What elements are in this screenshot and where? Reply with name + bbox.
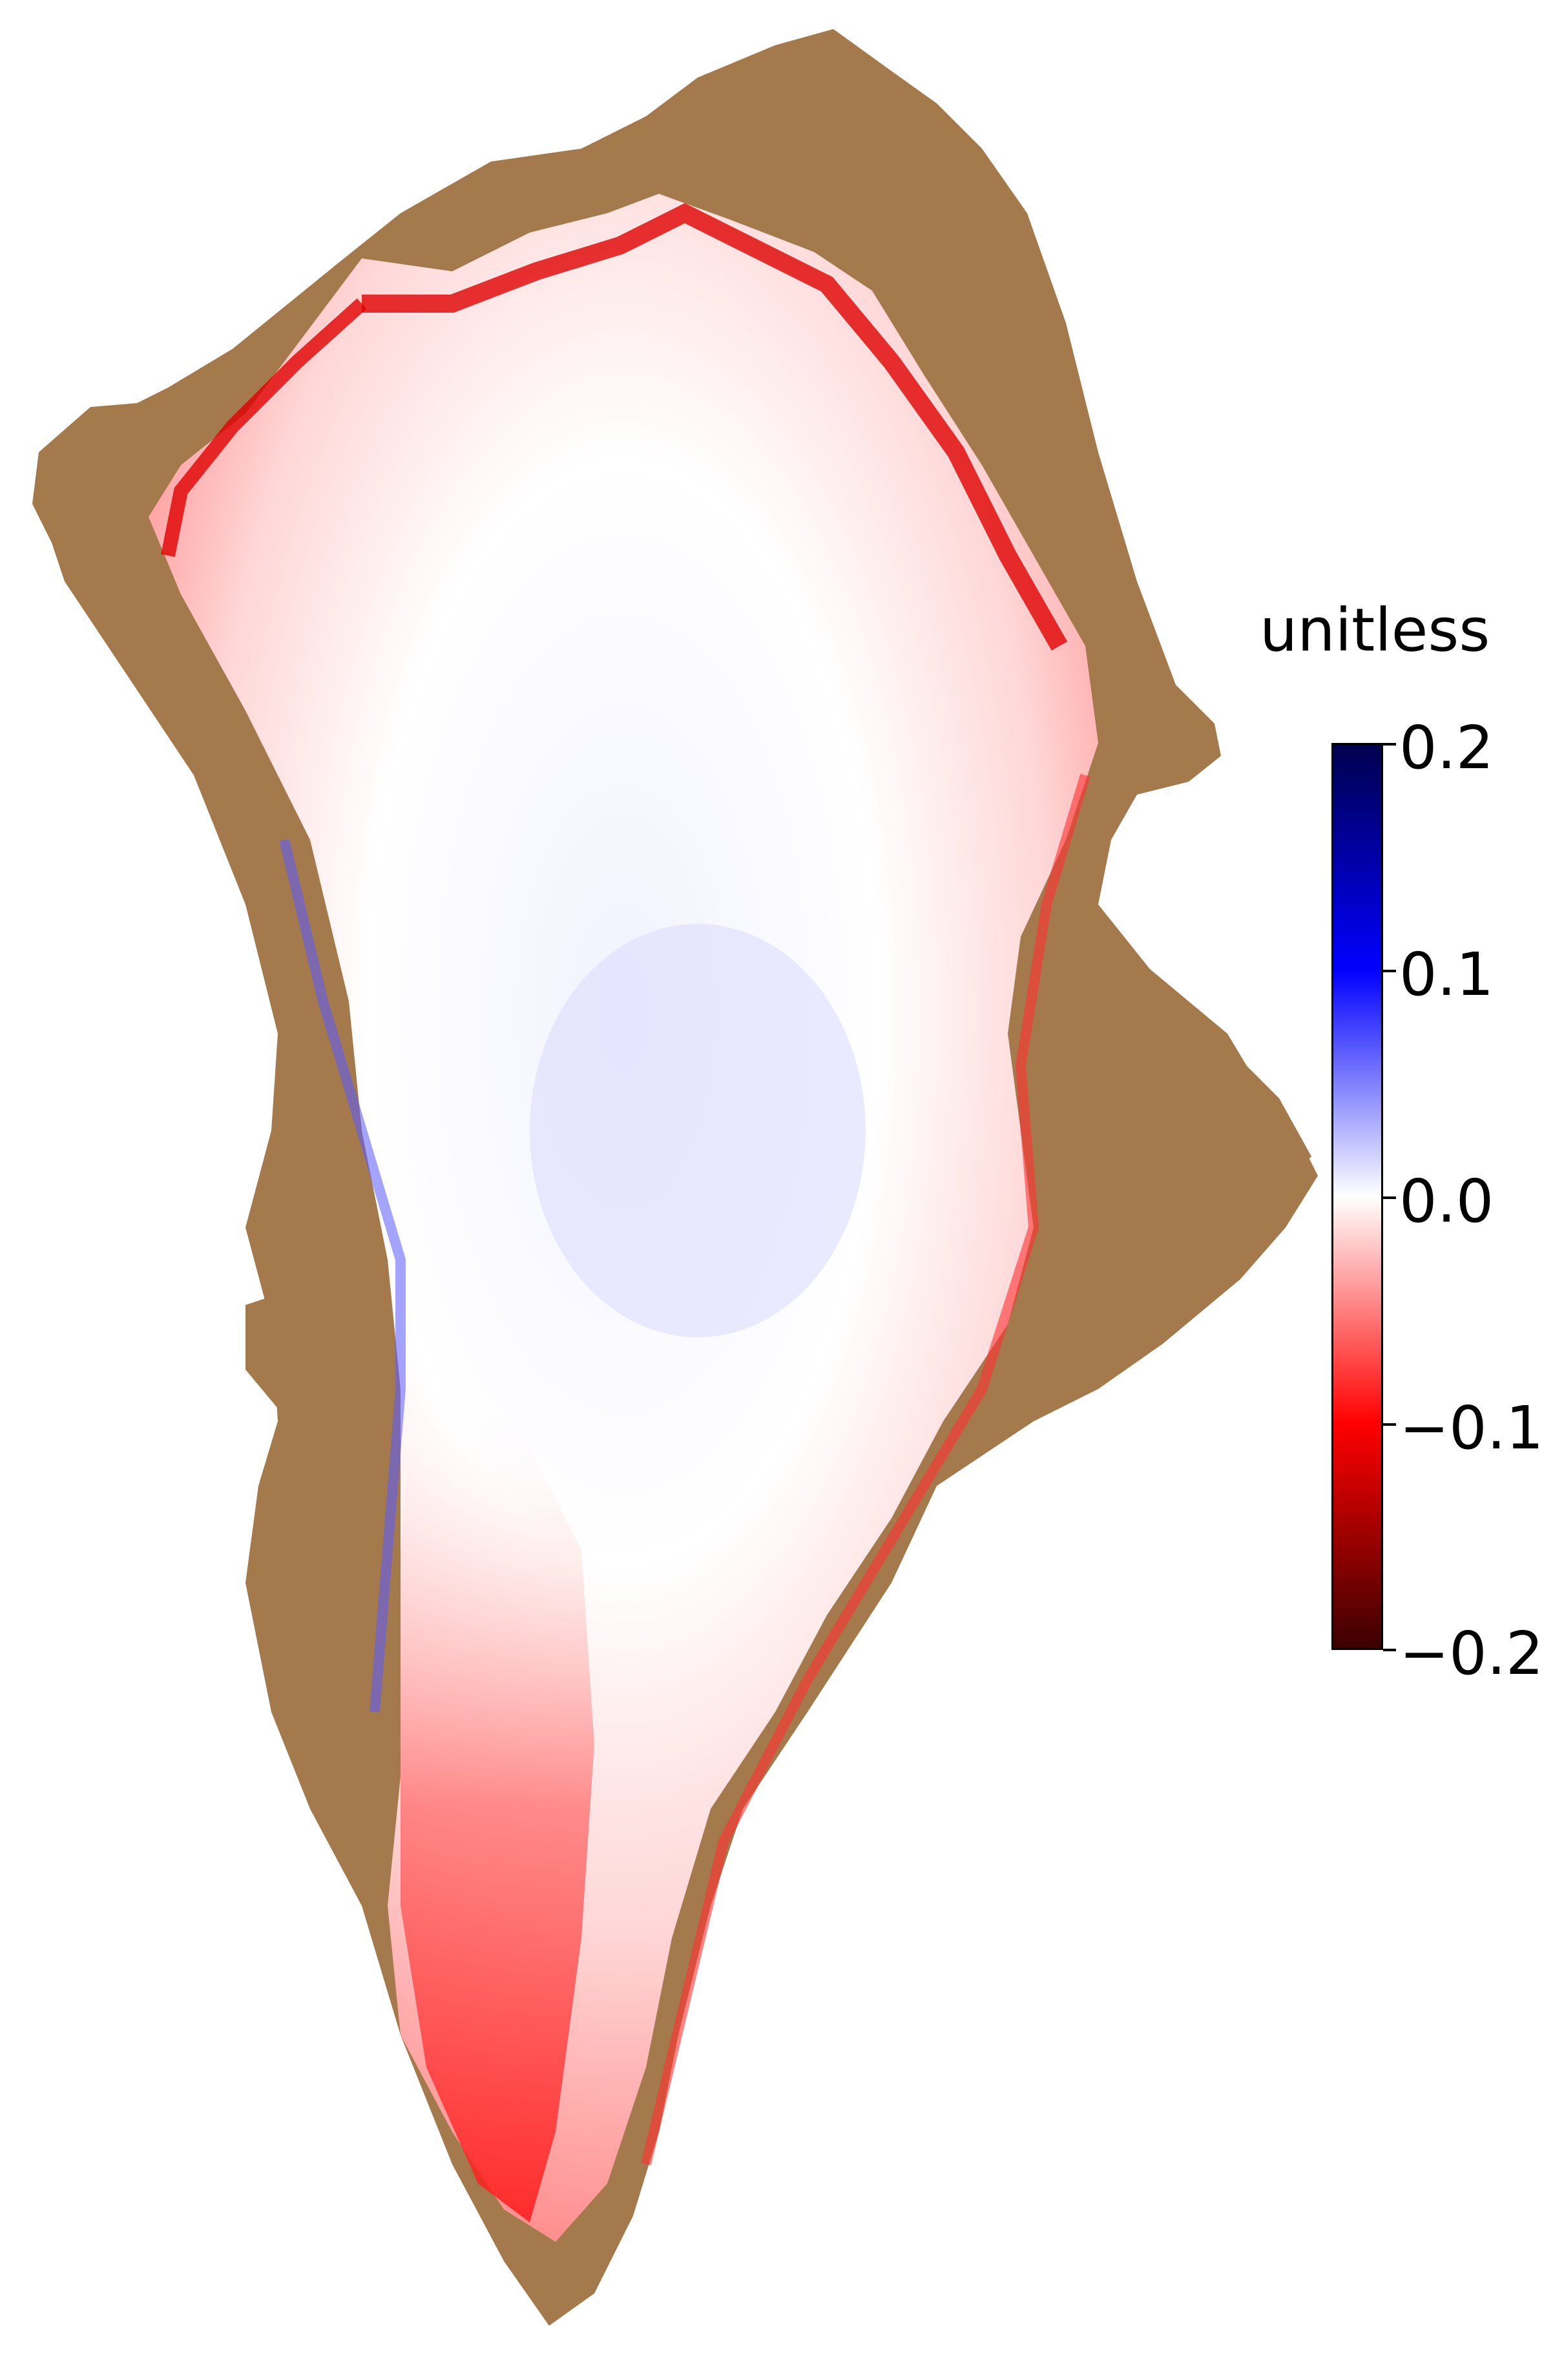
land-west-tip <box>32 401 194 581</box>
ice-sheet <box>149 194 1098 2242</box>
colorbar-tick <box>1383 1649 1396 1651</box>
ice-east-margin-red <box>641 773 1090 2166</box>
ice-north-margin-red <box>362 203 1068 651</box>
colorbar-tick-label: −0.1 <box>1399 1394 1544 1463</box>
colorbar-tick <box>1383 1196 1396 1199</box>
colorbar-tick <box>1383 970 1396 972</box>
ice-northwest-margin-red <box>161 298 367 558</box>
colorbar-tick-label: −0.2 <box>1399 1619 1544 1688</box>
colorbar-tick-label: 0.1 <box>1399 940 1494 1009</box>
colorbar-tick <box>1383 1423 1396 1426</box>
ice-west-margin-blue <box>279 839 406 1713</box>
colorbar-fill <box>1331 743 1383 1650</box>
land-east-peninsula <box>1156 1021 1311 1189</box>
colorbar-tick <box>1383 743 1396 746</box>
land-southwest-island <box>245 1286 336 1408</box>
ice-interior-blue-patch <box>530 924 866 1337</box>
colorbar-title: unitless <box>1260 596 1490 665</box>
colorbar-tick-label: 0.0 <box>1399 1167 1494 1236</box>
ice-southwest-red <box>401 1389 594 2222</box>
colorbar-tick-label: 0.2 <box>1399 713 1494 782</box>
colorbar <box>1331 743 1383 1650</box>
